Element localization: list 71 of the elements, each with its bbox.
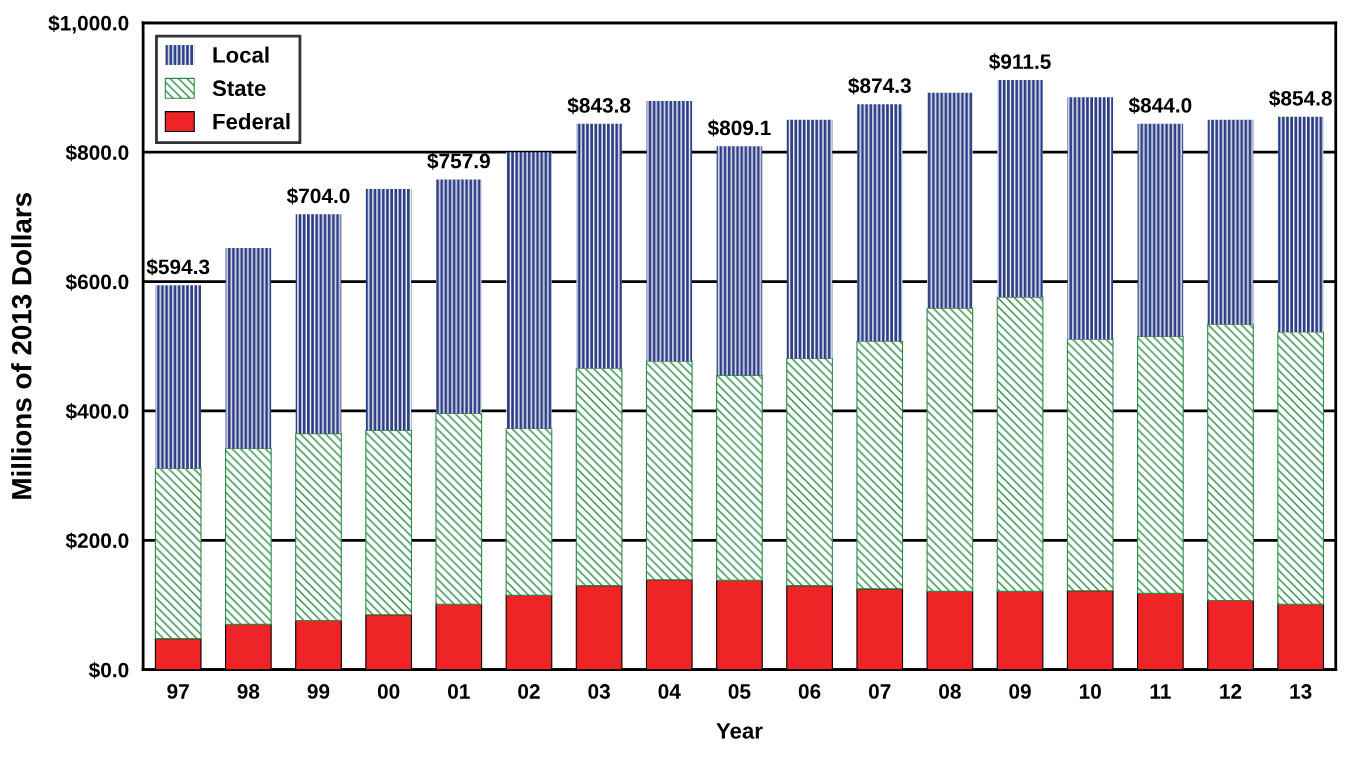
y-tick-label: $800.0 bbox=[65, 144, 129, 162]
total-label: $911.5 bbox=[989, 53, 1051, 71]
y-axis-title: Millions of 2013 Dollars bbox=[11, 193, 32, 499]
y-tick-label: $600.0 bbox=[65, 273, 129, 291]
bar bbox=[295, 433, 342, 622]
bar bbox=[1066, 338, 1114, 592]
x-tick-label: 04 bbox=[658, 684, 681, 699]
y-tick-label: $0.0 bbox=[88, 661, 129, 679]
total-label: $704.0 bbox=[286, 187, 350, 205]
x-tick-label: 02 bbox=[518, 684, 540, 699]
x-axis-title: Year bbox=[716, 723, 763, 739]
bar bbox=[1137, 123, 1184, 337]
bar bbox=[786, 119, 833, 359]
total-label: $874.3 bbox=[848, 77, 911, 95]
bar bbox=[927, 92, 973, 309]
x-tick-label: 05 bbox=[728, 684, 751, 699]
x-tick-label: 01 bbox=[448, 684, 470, 699]
bar bbox=[1277, 331, 1325, 605]
x-tick-label: 03 bbox=[588, 684, 610, 699]
x-tick-label: 11 bbox=[1150, 684, 1171, 699]
x-tick-label: 10 bbox=[1079, 684, 1101, 699]
bar bbox=[435, 412, 483, 605]
x-tick-label: 97 bbox=[167, 684, 189, 699]
y-tick-label: $200.0 bbox=[65, 532, 129, 550]
bar bbox=[856, 104, 903, 342]
bar bbox=[155, 285, 201, 469]
total-label: $594.3 bbox=[146, 258, 210, 276]
x-tick-label: 06 bbox=[798, 684, 821, 699]
bar bbox=[1207, 119, 1254, 325]
bar bbox=[154, 467, 202, 640]
bar bbox=[506, 152, 552, 429]
bar bbox=[856, 340, 904, 590]
bar bbox=[786, 357, 833, 587]
bar bbox=[645, 360, 693, 581]
x-tick-label: 07 bbox=[868, 684, 891, 699]
x-tick-label: 98 bbox=[237, 684, 260, 699]
y-tick-label: $400.0 bbox=[65, 403, 129, 421]
total-label: $757.9 bbox=[427, 152, 490, 170]
bar bbox=[996, 296, 1044, 592]
bar bbox=[1277, 116, 1324, 333]
bar bbox=[716, 146, 763, 376]
bar bbox=[1067, 97, 1113, 340]
bar bbox=[295, 214, 342, 434]
x-tick-label: 00 bbox=[377, 684, 400, 699]
x-tick-label: 13 bbox=[1290, 684, 1312, 699]
bar bbox=[646, 101, 693, 362]
total-label: $844.0 bbox=[1128, 97, 1192, 115]
x-tick-label: 99 bbox=[307, 684, 330, 699]
bar bbox=[436, 179, 482, 414]
bar bbox=[365, 189, 412, 431]
bar bbox=[1207, 323, 1254, 602]
legend-label: Federal bbox=[213, 113, 290, 130]
bar bbox=[926, 307, 974, 592]
bar bbox=[1136, 335, 1184, 594]
total-label: $809.1 bbox=[707, 119, 771, 137]
y-tick-label: $1,000.0 bbox=[48, 14, 129, 34]
x-tick-label: 12 bbox=[1220, 684, 1242, 699]
legend-label: State bbox=[212, 80, 266, 97]
bar bbox=[505, 427, 553, 596]
x-tick-label: 08 bbox=[939, 684, 961, 699]
total-label: $854.8 bbox=[1269, 90, 1332, 108]
bar bbox=[365, 429, 413, 616]
x-tick-label: 09 bbox=[1009, 684, 1031, 699]
bar bbox=[576, 123, 622, 369]
bar bbox=[575, 367, 623, 587]
bar bbox=[997, 80, 1043, 298]
total-label: $843.8 bbox=[567, 97, 631, 115]
bar bbox=[224, 447, 272, 625]
legend-label: Local bbox=[213, 46, 269, 63]
bar bbox=[225, 247, 272, 449]
bar bbox=[716, 374, 763, 581]
